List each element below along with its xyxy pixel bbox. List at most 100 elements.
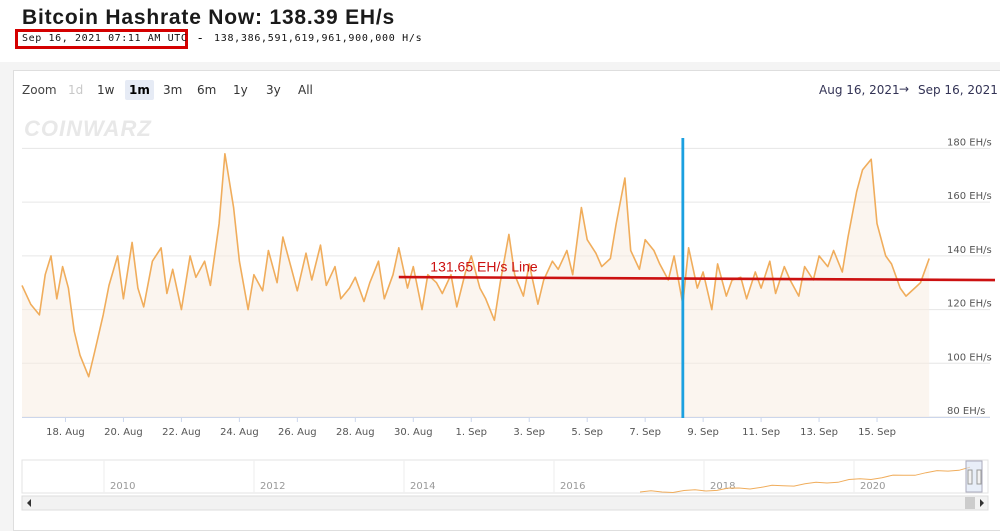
data-point [537, 303, 539, 305]
data-point [44, 274, 46, 276]
scroll-right-arrow-icon [980, 499, 984, 507]
data-point [783, 266, 785, 268]
data-point [326, 285, 328, 287]
data-point [355, 277, 357, 279]
data-point [644, 239, 646, 241]
data-point [847, 236, 849, 238]
data-point [470, 255, 472, 257]
x-tick-label: 26. Aug [278, 427, 317, 438]
y-tick-label: 80 EH/s [947, 406, 985, 417]
data-point [421, 309, 423, 311]
scrollbar-thumb [965, 497, 975, 509]
data-point [557, 268, 559, 270]
data-point [398, 247, 400, 249]
data-point [123, 298, 125, 300]
scroll-left-arrow-icon [27, 499, 31, 507]
data-point [566, 250, 568, 252]
data-point [441, 293, 443, 295]
data-point [88, 376, 90, 378]
data-point [56, 298, 58, 300]
data-point [601, 266, 603, 268]
navigator-year-label: 2010 [110, 481, 135, 492]
data-point [595, 252, 597, 254]
y-tick-label: 100 EH/s [947, 352, 992, 363]
data-point [427, 274, 429, 276]
data-point [181, 309, 183, 311]
data-point [870, 158, 872, 160]
zoom-label: Zoom [22, 83, 57, 97]
y-tick-label: 140 EH/s [947, 245, 992, 256]
data-point [276, 282, 278, 284]
data-point [905, 295, 907, 297]
data-point [320, 244, 322, 246]
data-point [189, 255, 191, 257]
data-point [334, 266, 336, 268]
data-point [166, 293, 168, 295]
series-line [21, 153, 930, 378]
data-point [282, 236, 284, 238]
data-point [436, 282, 438, 284]
data-point [218, 223, 220, 225]
page-title: Bitcoin Hashrate Now: 138.39 EH/s [22, 6, 396, 29]
data-point [920, 282, 922, 284]
zoom-button-1y[interactable]: 1y [233, 83, 248, 97]
data-point [891, 263, 893, 265]
data-point [833, 250, 835, 252]
data-point [340, 298, 342, 300]
data-point [50, 255, 52, 257]
data-point [297, 290, 299, 292]
navigator-handle-left [967, 469, 973, 485]
data-point [711, 309, 713, 311]
y-tick-label: 180 EH/s [947, 137, 992, 148]
data-point [876, 223, 878, 225]
data-point [160, 247, 162, 249]
zoom-button-all[interactable]: All [298, 83, 313, 97]
data-point [30, 303, 32, 305]
data-point [247, 309, 249, 311]
navigator-year-label: 2020 [860, 481, 885, 492]
data-point [68, 287, 70, 289]
data-point [499, 282, 501, 284]
range-to[interactable]: Sep 16, 2021 [918, 83, 998, 97]
x-tick-label: 24. Aug [220, 427, 259, 438]
zoom-button-1m[interactable]: 1m [125, 80, 154, 100]
data-point [224, 153, 226, 155]
data-point [210, 285, 212, 287]
data-point [899, 287, 901, 289]
reference-line-label: 131.65 EH/s Line [430, 258, 538, 274]
navigator-year-label: 2018 [710, 481, 735, 492]
zoom-button-3m[interactable]: 3m [163, 83, 183, 97]
data-point [818, 255, 820, 257]
timestamp: Sep 16, 2021 07:11 AM UTC [22, 33, 188, 44]
data-point [804, 266, 806, 268]
data-point [456, 306, 458, 308]
data-point [131, 242, 133, 244]
range-from[interactable]: Aug 16, 2021 [819, 83, 900, 97]
data-point [885, 255, 887, 257]
data-point [914, 287, 916, 289]
data-point [305, 252, 307, 254]
data-point [21, 285, 23, 287]
data-point [841, 271, 843, 273]
data-point [268, 250, 270, 252]
zoom-button-6m[interactable]: 6m [197, 83, 217, 97]
data-point [639, 268, 641, 270]
data-point [108, 285, 110, 287]
navigator-trend [639, 466, 971, 494]
data-point [62, 266, 64, 268]
zoom-button-1d[interactable]: 1d [68, 83, 84, 97]
zoom-button-3y[interactable]: 3y [266, 83, 281, 97]
x-tick-label: 1. Sep [455, 427, 487, 438]
hashrate-full-value: 138,386,591,619,961,900,000 H/s [214, 33, 423, 44]
data-point [610, 258, 612, 260]
zoom-button-1w[interactable]: 1w [97, 83, 115, 97]
data-point [653, 250, 655, 252]
data-point [581, 207, 583, 209]
data-point [233, 207, 235, 209]
data-point [204, 260, 206, 262]
data-point [586, 239, 588, 241]
x-tick-label: 3. Sep [513, 427, 545, 438]
data-point [673, 255, 675, 257]
data-point [369, 282, 371, 284]
y-tick-label: 120 EH/s [947, 299, 992, 310]
